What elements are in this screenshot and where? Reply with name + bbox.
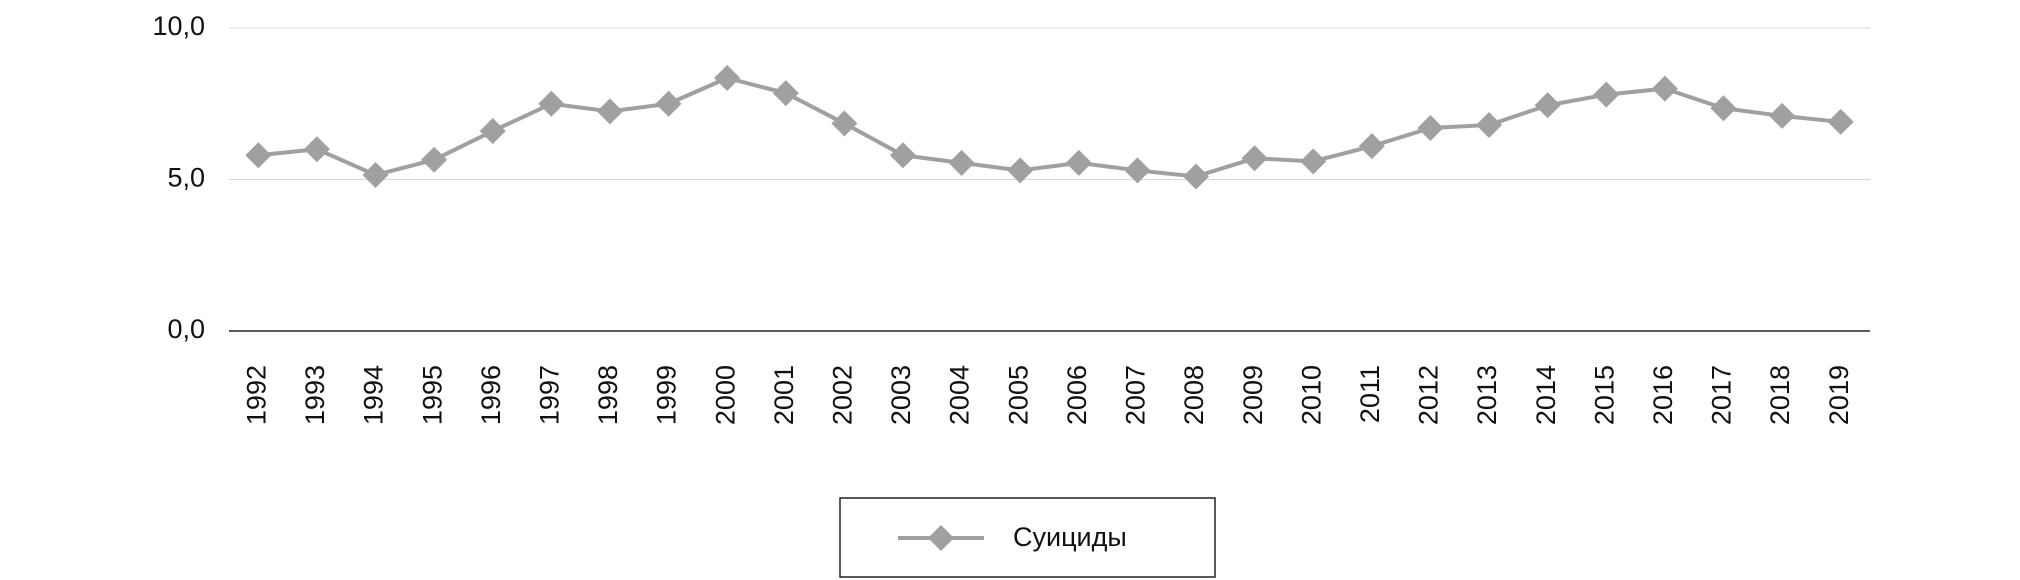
point-marker (303, 136, 330, 163)
point-marker (596, 98, 623, 125)
point-marker (714, 64, 741, 91)
series-line (258, 75, 1841, 179)
point-marker (1769, 102, 1796, 129)
point-marker (1476, 111, 1503, 138)
x-tick-label: 2007 (1121, 365, 1151, 425)
point-marker (1065, 149, 1092, 176)
point-marker (1358, 133, 1385, 160)
y-tick-label: 10,0 (152, 11, 205, 41)
x-tick-label: 1999 (652, 365, 682, 425)
x-tick-label: 2000 (710, 365, 740, 425)
point-marker (1593, 81, 1620, 108)
x-tick-label: 2002 (828, 365, 858, 425)
point-marker (889, 142, 916, 169)
x-tick-label: 2012 (1414, 365, 1444, 425)
x-tick-label: 1996 (476, 365, 506, 425)
point-marker (245, 142, 272, 169)
point-marker (1300, 148, 1327, 175)
point-marker (362, 161, 389, 188)
point-marker (1827, 108, 1854, 135)
x-tick-label: 2010 (1296, 365, 1326, 425)
x-tick-label: 2003 (886, 365, 916, 425)
x-tick-label: 2008 (1179, 365, 1209, 425)
y-tick-label: 0,0 (167, 314, 205, 344)
y-tick-label: 5,0 (167, 163, 205, 193)
x-tick-label: 1992 (241, 365, 271, 425)
x-tick-label: 2011 (1355, 365, 1385, 423)
point-marker (538, 90, 565, 117)
x-tick-label: 2019 (1824, 365, 1854, 425)
point-marker (1007, 157, 1034, 184)
x-tick-label: 2018 (1765, 365, 1795, 425)
point-marker (1651, 75, 1678, 102)
x-tick-label: 1995 (417, 365, 447, 425)
x-tick-label: 2014 (1531, 365, 1561, 425)
point-marker (655, 90, 682, 117)
point-marker (948, 149, 975, 176)
point-marker (1710, 95, 1737, 122)
point-marker (1183, 163, 1210, 190)
point-marker (772, 80, 799, 107)
x-tick-label: 2001 (769, 365, 799, 425)
x-tick-label: 1993 (300, 365, 330, 425)
point-marker (1241, 145, 1268, 172)
point-marker (1534, 92, 1561, 119)
x-tick-label: 2016 (1648, 365, 1678, 425)
x-tick-label: 2005 (1003, 365, 1033, 425)
point-marker (479, 118, 506, 145)
x-tick-label: 1994 (359, 365, 389, 425)
point-marker (1124, 157, 1151, 184)
x-tick-label: 2009 (1238, 365, 1268, 425)
x-tick-label: 1997 (534, 365, 564, 425)
legend-label: Суициды (1013, 522, 1127, 552)
x-tick-label: 2006 (1062, 365, 1092, 425)
x-tick-label: 2013 (1472, 365, 1502, 425)
point-marker (421, 146, 448, 173)
legend-marker (928, 525, 954, 551)
x-tick-label: 2017 (1707, 365, 1737, 425)
point-marker (831, 110, 858, 137)
x-tick-label: 2004 (945, 365, 975, 425)
x-tick-label: 2015 (1589, 365, 1619, 425)
point-marker (1417, 114, 1444, 141)
x-tick-label: 1998 (593, 365, 623, 425)
